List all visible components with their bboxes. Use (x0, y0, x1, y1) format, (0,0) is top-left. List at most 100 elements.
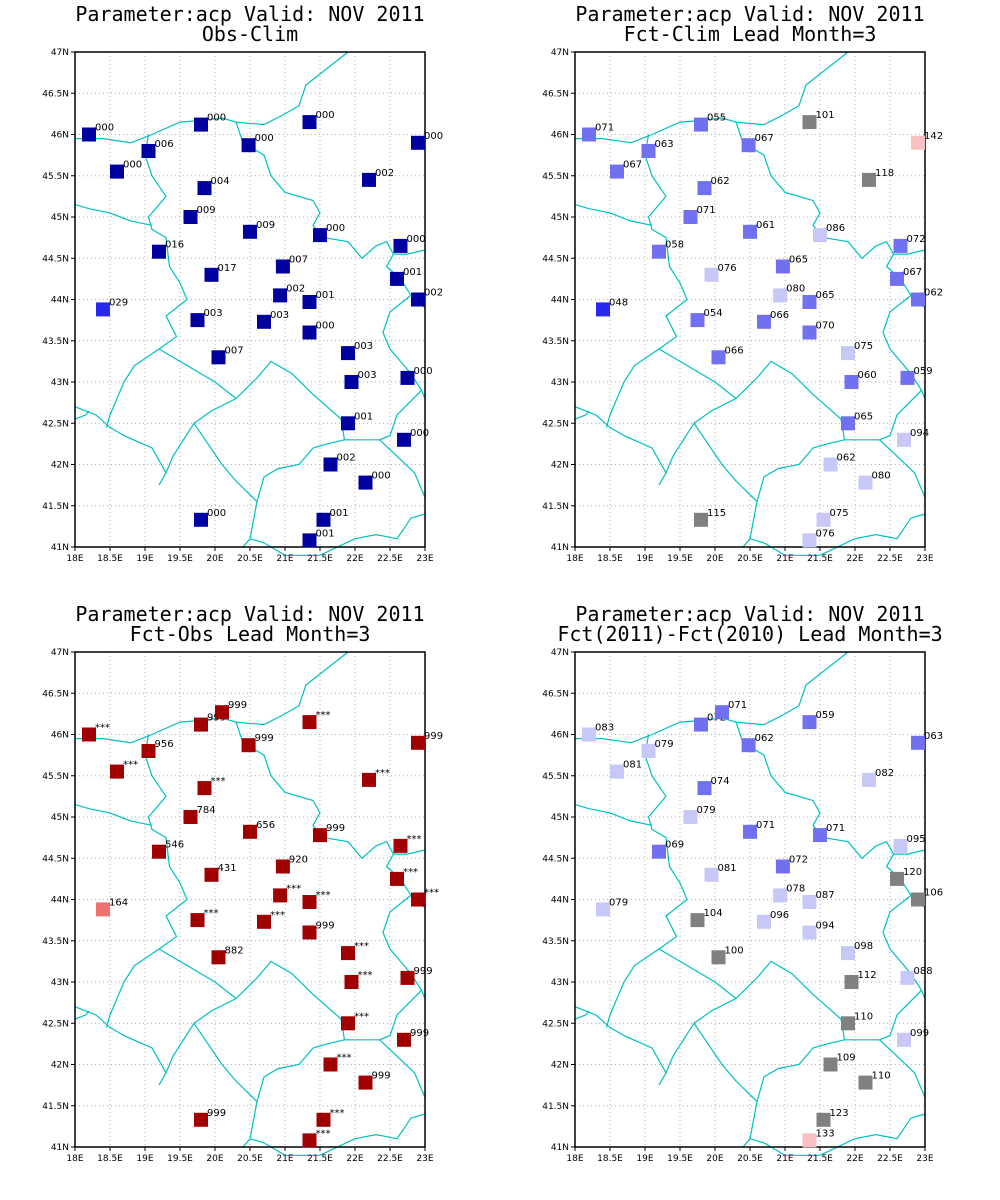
station-value-label: 082 (875, 768, 894, 779)
station-marker (802, 325, 817, 340)
station-marker (897, 1032, 911, 1047)
station-value-label: 062 (711, 176, 730, 187)
station-marker (641, 144, 656, 158)
station-value-label: 075 (830, 508, 849, 519)
station-value-label: 065 (816, 290, 835, 301)
station-marker (823, 457, 838, 472)
station-map: 18E 18.5E 19E 19.5E 20E 20.5E 21E 21.5E 22E 22.5E… (542, 48, 943, 564)
station-marker (697, 781, 712, 796)
border-line (158, 948, 237, 999)
y-tick-label: 43N (51, 978, 69, 988)
x-tick-label: 18E (66, 1154, 83, 1164)
panel-subtitle: Obs-Clim (201, 22, 299, 46)
station-marker (82, 127, 96, 142)
station-value-label: *** (211, 776, 226, 787)
station-marker (841, 416, 855, 431)
station-marker (743, 824, 757, 839)
x-tick-label: 20.5E (237, 554, 263, 564)
station-marker (900, 370, 915, 385)
station-value-label: 003 (358, 370, 377, 381)
station-marker (400, 970, 415, 985)
station-value-label: 431 (218, 863, 237, 874)
border-line (193, 960, 346, 1040)
station-value-label: 003 (204, 308, 223, 319)
x-tick-label: 21.5E (307, 1154, 333, 1164)
station-marker (194, 117, 208, 132)
border-line (74, 1010, 90, 1020)
station-value-label: 164 (109, 897, 128, 908)
y-tick-label: 42N (51, 1061, 69, 1071)
border-line (742, 389, 922, 548)
station-marker (275, 859, 290, 874)
x-tick-label: 19E (636, 554, 653, 564)
station-value-label: 002 (286, 283, 305, 294)
border-line (574, 804, 653, 826)
station-marker (362, 772, 376, 787)
station-value-label: 002 (375, 168, 394, 179)
x-tick-label: 21.5E (307, 554, 333, 564)
station-marker (844, 375, 859, 389)
station-marker (110, 764, 124, 779)
station-marker (152, 844, 166, 859)
station-value-label: 054 (704, 308, 723, 319)
station-marker (704, 267, 719, 282)
station-value-label: *** (354, 1011, 369, 1022)
y-tick-label: 44.5N (42, 254, 69, 264)
station-value-label: 071 (595, 123, 614, 134)
stations: 000 006 000 000 000 000 000 004 002 009 009 000 000 0… (82, 110, 443, 548)
station-value-label: *** (330, 1108, 345, 1119)
station-marker (841, 346, 855, 361)
station-value-label: 000 (372, 471, 391, 482)
y-tick-label: 46.5N (42, 689, 69, 699)
station-value-label: 060 (858, 370, 877, 381)
station-marker (802, 533, 817, 548)
border-line (249, 513, 426, 556)
station-value-label: 058 (665, 240, 684, 251)
station-value-label: 006 (155, 139, 174, 150)
station-marker (841, 1016, 855, 1031)
station-value-label: 110 (854, 1011, 873, 1022)
station-marker (890, 271, 904, 286)
station-marker (697, 181, 712, 196)
x-tick-label: 21.5E (807, 1154, 833, 1164)
x-tick-label: 23E (416, 1154, 433, 1164)
station-value-label: 062 (837, 453, 856, 464)
station-value-label: 000 (316, 321, 335, 332)
station-value-label: 080 (872, 471, 891, 482)
station-marker (582, 127, 596, 142)
station-value-label: 096 (770, 910, 789, 921)
border-line (574, 1010, 590, 1020)
border-line (658, 348, 737, 399)
station-value-label: 075 (854, 341, 873, 352)
border-line (105, 734, 188, 1028)
station-value-label: 009 (256, 220, 275, 231)
station-value-label: 000 (414, 366, 433, 377)
station-value-label: 066 (725, 345, 744, 356)
station-value-label: 007 (289, 255, 308, 266)
border-line (879, 439, 926, 498)
border-line (193, 360, 346, 440)
station-value-label: 059 (816, 710, 835, 721)
x-tick-label: 19E (636, 1154, 653, 1164)
x-tick-label: 22E (346, 1154, 363, 1164)
station-marker (341, 346, 355, 361)
station-marker (275, 259, 290, 274)
station-marker (96, 302, 110, 317)
station-value-label: 009 (197, 205, 216, 216)
station-marker (813, 228, 827, 243)
station-value-label: *** (286, 883, 301, 894)
station-marker (911, 892, 925, 907)
station-marker (690, 913, 705, 928)
y-tick-label: 42.5N (42, 1019, 69, 1029)
station-value-label: *** (337, 1053, 352, 1064)
panel-subtitle: Fct-Obs Lead Month=3 (129, 622, 371, 646)
station-value-label: 079 (655, 739, 674, 750)
station-marker (358, 1075, 373, 1090)
x-tick-label: 19.5E (667, 1154, 693, 1164)
station-value-label: 061 (756, 220, 775, 231)
y-tick-label: 46N (51, 731, 69, 741)
x-tick-label: 18.5E (97, 554, 123, 564)
station-value-label: 016 (165, 240, 184, 251)
station-value-label: 087 (816, 890, 835, 901)
station-value-label: 999 (207, 1108, 226, 1119)
